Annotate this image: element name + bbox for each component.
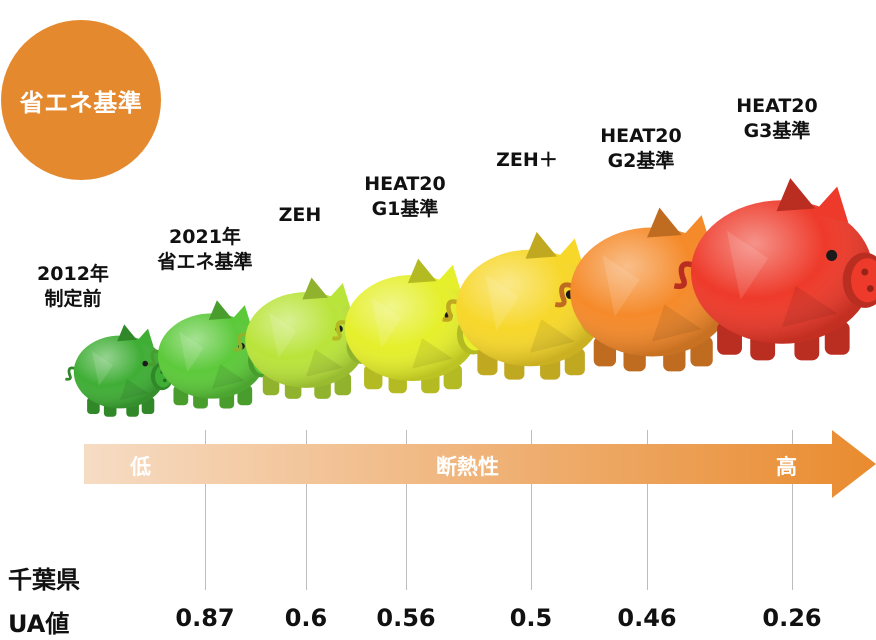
axis-low-label: 低 bbox=[130, 455, 151, 479]
guide-line bbox=[406, 430, 407, 590]
level-label-2012: 2012年 制定前 bbox=[37, 263, 109, 310]
ua-value-heat20-g2: 0.46 bbox=[617, 604, 677, 632]
ua-value-heat20-g1: 0.56 bbox=[376, 604, 436, 632]
guide-line bbox=[531, 430, 532, 590]
standard-badge: 省エネ基準 bbox=[1, 20, 161, 180]
level-label-heat20-g3: HEAT20 G3基準 bbox=[736, 95, 818, 142]
ua-title-prefecture: 千葉県 bbox=[8, 566, 80, 594]
guide-line bbox=[647, 430, 648, 590]
guide-line bbox=[205, 430, 206, 590]
piggy-bank-1 bbox=[65, 324, 174, 417]
level-label-heat20-g1: HEAT20 G1基準 bbox=[364, 173, 446, 220]
guide-line bbox=[306, 430, 307, 590]
ua-title-label: UA値 bbox=[8, 610, 70, 638]
axis-high-label: 高 bbox=[776, 455, 797, 479]
axis-middle-label: 断熱性 bbox=[436, 455, 499, 479]
level-label-zeh: ZEH bbox=[278, 204, 322, 226]
level-label-2021: 2021年 省エネ基準 bbox=[157, 226, 253, 273]
piggy-bank-7 bbox=[673, 178, 876, 361]
level-label-zeh-plus: ZEH＋ bbox=[496, 149, 558, 171]
standard-badge-label: 省エネ基準 bbox=[19, 88, 143, 117]
guide-line bbox=[792, 430, 793, 590]
ua-value-heat20-g3: 0.26 bbox=[762, 604, 822, 632]
ua-value-zeh-plus: 0.5 bbox=[509, 604, 553, 632]
level-label-heat20-g2: HEAT20 G2基準 bbox=[600, 125, 682, 172]
ua-value-zeh: 0.6 bbox=[284, 604, 328, 632]
ua-value-2021: 0.87 bbox=[175, 604, 235, 632]
piggy-bank-3 bbox=[233, 277, 376, 399]
